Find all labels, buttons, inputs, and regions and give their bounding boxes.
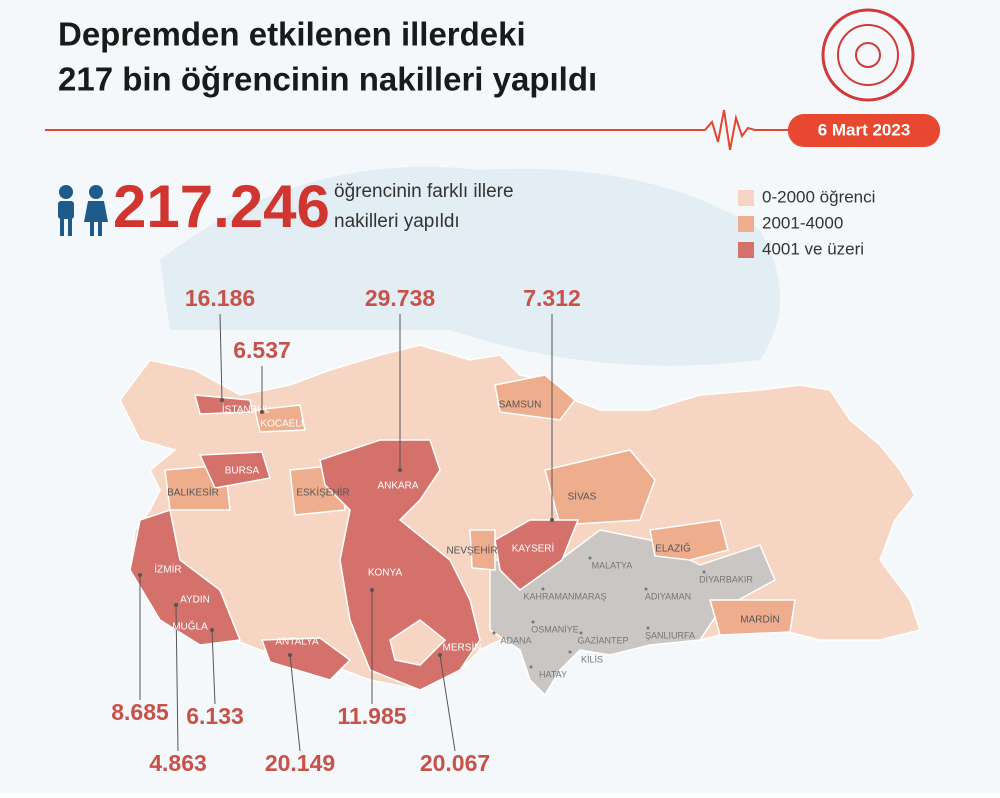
province-label: KAYSERİ: [512, 542, 555, 555]
province-label: İSTANBUL: [222, 403, 271, 416]
province-label: NEVŞEHİR: [446, 544, 497, 557]
city-dot: [644, 587, 648, 591]
city-dot: [529, 665, 533, 669]
province-label: ANTALYA: [275, 637, 319, 648]
callout-dot: [398, 468, 402, 472]
legend-label: 4001 ve üzeri: [762, 239, 864, 258]
summary-text: nakilleri yapıldı: [334, 211, 460, 232]
date: 6 Mart 2023: [818, 120, 911, 139]
province-label: KONYA: [368, 568, 403, 579]
province-value: 7.312: [523, 285, 581, 311]
province-value: 16.186: [185, 285, 255, 311]
province-label: SAMSUN: [499, 400, 542, 411]
legend-swatch: [738, 190, 754, 206]
zone-label: KİLİS: [581, 654, 603, 664]
province-value: 6.537: [233, 337, 291, 363]
summary-text: öğrencinin farklı illere: [334, 181, 514, 202]
province-label: MARDİN: [740, 613, 779, 626]
city-dot: [568, 650, 572, 654]
callout-dot: [174, 603, 178, 607]
callout-dot: [288, 653, 292, 657]
city-dot: [541, 587, 545, 591]
province-label: ANKARA: [377, 481, 418, 492]
zone-label: HATAY: [539, 669, 567, 679]
city-dot: [646, 626, 650, 630]
callout-line: [175, 604, 179, 752]
title-line: Depremden etkilenen illerdeki: [58, 16, 526, 53]
province-label: ELAZIĞ: [655, 542, 691, 555]
province-label: BURSA: [225, 466, 260, 477]
legend-label: 0-2000 öğrenci: [762, 187, 875, 206]
province-label: ESKİŞEHİR: [296, 486, 349, 499]
province-label: İZMİR: [154, 563, 181, 576]
zone-label: MALATYA: [592, 560, 633, 570]
callout-dot: [438, 653, 442, 657]
callout-line: [439, 654, 456, 752]
zone-label: KAHRAMANMARAŞ: [523, 591, 606, 601]
zone-label: DİYARBAKIR: [699, 574, 753, 584]
callout-line: [219, 313, 223, 401]
callout-dot: [210, 628, 214, 632]
callout-dot: [370, 588, 374, 592]
province-value: 8.685: [111, 699, 169, 725]
legend-label: 2001-4000: [762, 213, 843, 232]
seismic-line: [45, 109, 790, 151]
callout-dot: [138, 573, 142, 577]
legend: 0-2000 öğrenci 2001-4000 4001 ve üzeri: [738, 187, 875, 258]
logo: [821, 8, 915, 102]
province-label: MUĞLA: [172, 620, 208, 633]
zone-label: ADIYAMAN: [645, 591, 691, 601]
legend-swatch: [738, 242, 754, 258]
callout-dot: [220, 398, 224, 402]
callout-dot: [260, 410, 264, 414]
province-label: BALIKESİR: [167, 486, 219, 499]
province-value: 29.738: [365, 285, 436, 311]
province-value: 4.863: [149, 750, 207, 776]
legend-swatch: [738, 216, 754, 232]
province-value: 20.149: [265, 750, 335, 776]
zone-label: ŞANLIURFA: [645, 630, 695, 640]
province-label: AYDIN: [180, 595, 210, 606]
city-dot: [531, 620, 535, 624]
city-dot: [579, 631, 583, 635]
province-value: 6.133: [186, 703, 244, 729]
province-value: 11.985: [337, 703, 406, 729]
title-line: 217 bin öğrencinin nakilleri yapıldı: [58, 61, 597, 98]
black-sea: [160, 166, 780, 366]
date-pill: [788, 114, 940, 147]
callout-line: [211, 629, 216, 705]
zone-label: GAZİANTEP: [577, 635, 628, 645]
labels: İSTANBUL 16.186 KOCAELİ 6.537 ANKARA 29.738 KA…: [111, 285, 780, 776]
city-dot: [588, 556, 592, 560]
province-label: SİVAS: [568, 490, 597, 503]
callout-dot: [550, 518, 554, 522]
city-dot: [702, 570, 706, 574]
province-label: KOCAELİ: [260, 417, 303, 430]
total-number: 217.246: [113, 173, 330, 240]
student-icons: [58, 185, 108, 236]
zone-label: OSMANİYE: [531, 624, 579, 634]
province-value: 20.067: [420, 750, 490, 776]
zone-label: ADANA: [500, 635, 531, 645]
province-label: MERSİN: [443, 641, 482, 654]
callout-line: [289, 654, 301, 752]
city-dot: [492, 631, 496, 635]
